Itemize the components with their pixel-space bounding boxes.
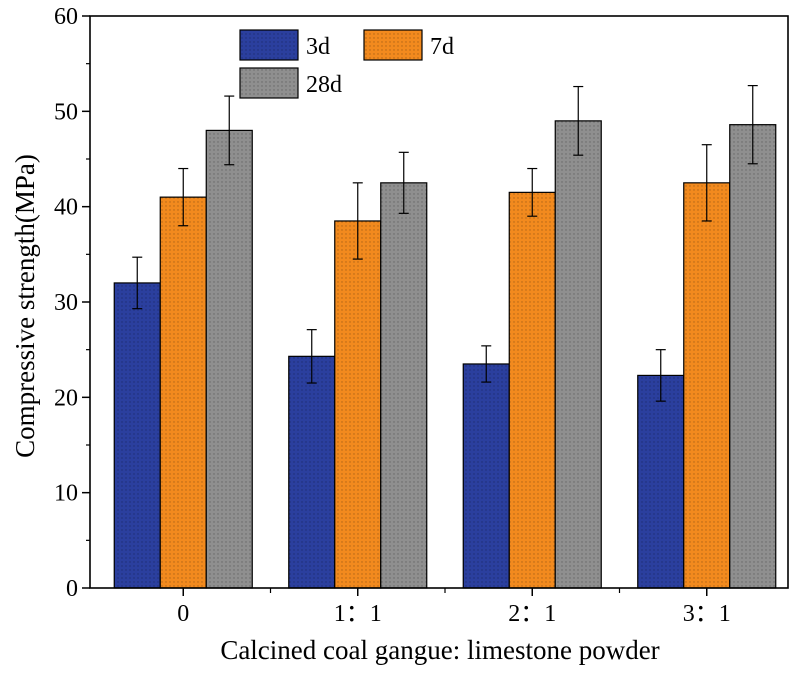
y-axis-title: Compressive strength(MPa) (10, 154, 40, 458)
legend-swatch-texture-28d (240, 68, 298, 98)
y-tick-label: 50 (54, 99, 78, 125)
bar-texture-3d-1 (288, 356, 335, 588)
bar-texture-3d-2 (463, 363, 510, 588)
bar-texture-28d-1 (380, 182, 427, 589)
x-axis-title: Calcined coal gangue: limestone powder (220, 635, 659, 665)
x-tick-label: 3：1 (683, 601, 731, 627)
y-tick-label: 20 (54, 385, 78, 411)
legend-label-3d: 3d (306, 34, 330, 60)
bar-texture-28d-2 (555, 120, 602, 588)
bar-texture-28d-3 (729, 124, 776, 589)
legend: 3d 7d 28d (239, 29, 454, 99)
axes: 0 10 20 30 40 50 60 0 1：1 2：1 3：1 (54, 4, 789, 627)
y-tick-label: 40 (54, 195, 78, 221)
x-tick-label: 2：1 (508, 601, 556, 627)
legend-label-28d: 28d (306, 72, 342, 98)
bar-texture-7d-1 (334, 220, 381, 588)
y-tick-label: 30 (54, 290, 78, 316)
y-tick-label: 0 (66, 576, 78, 602)
plot-area (113, 84, 777, 589)
bar-texture-7d-3 (683, 182, 730, 589)
y-tick-label: 10 (54, 481, 78, 507)
legend-label-7d: 7d (430, 34, 454, 60)
legend-swatch-texture-7d (364, 30, 422, 60)
x-tick-label: 1：1 (334, 601, 382, 627)
bar-texture-7d-2 (509, 192, 556, 588)
bar-texture-28d-0 (206, 130, 253, 588)
y-tick-label: 60 (54, 4, 78, 30)
x-tick-label: 0 (177, 601, 189, 627)
legend-swatch-texture-3d (240, 30, 298, 60)
bar-texture-7d-0 (160, 197, 207, 588)
bar-texture-3d-0 (114, 282, 161, 588)
bar-texture-3d-3 (637, 375, 684, 588)
